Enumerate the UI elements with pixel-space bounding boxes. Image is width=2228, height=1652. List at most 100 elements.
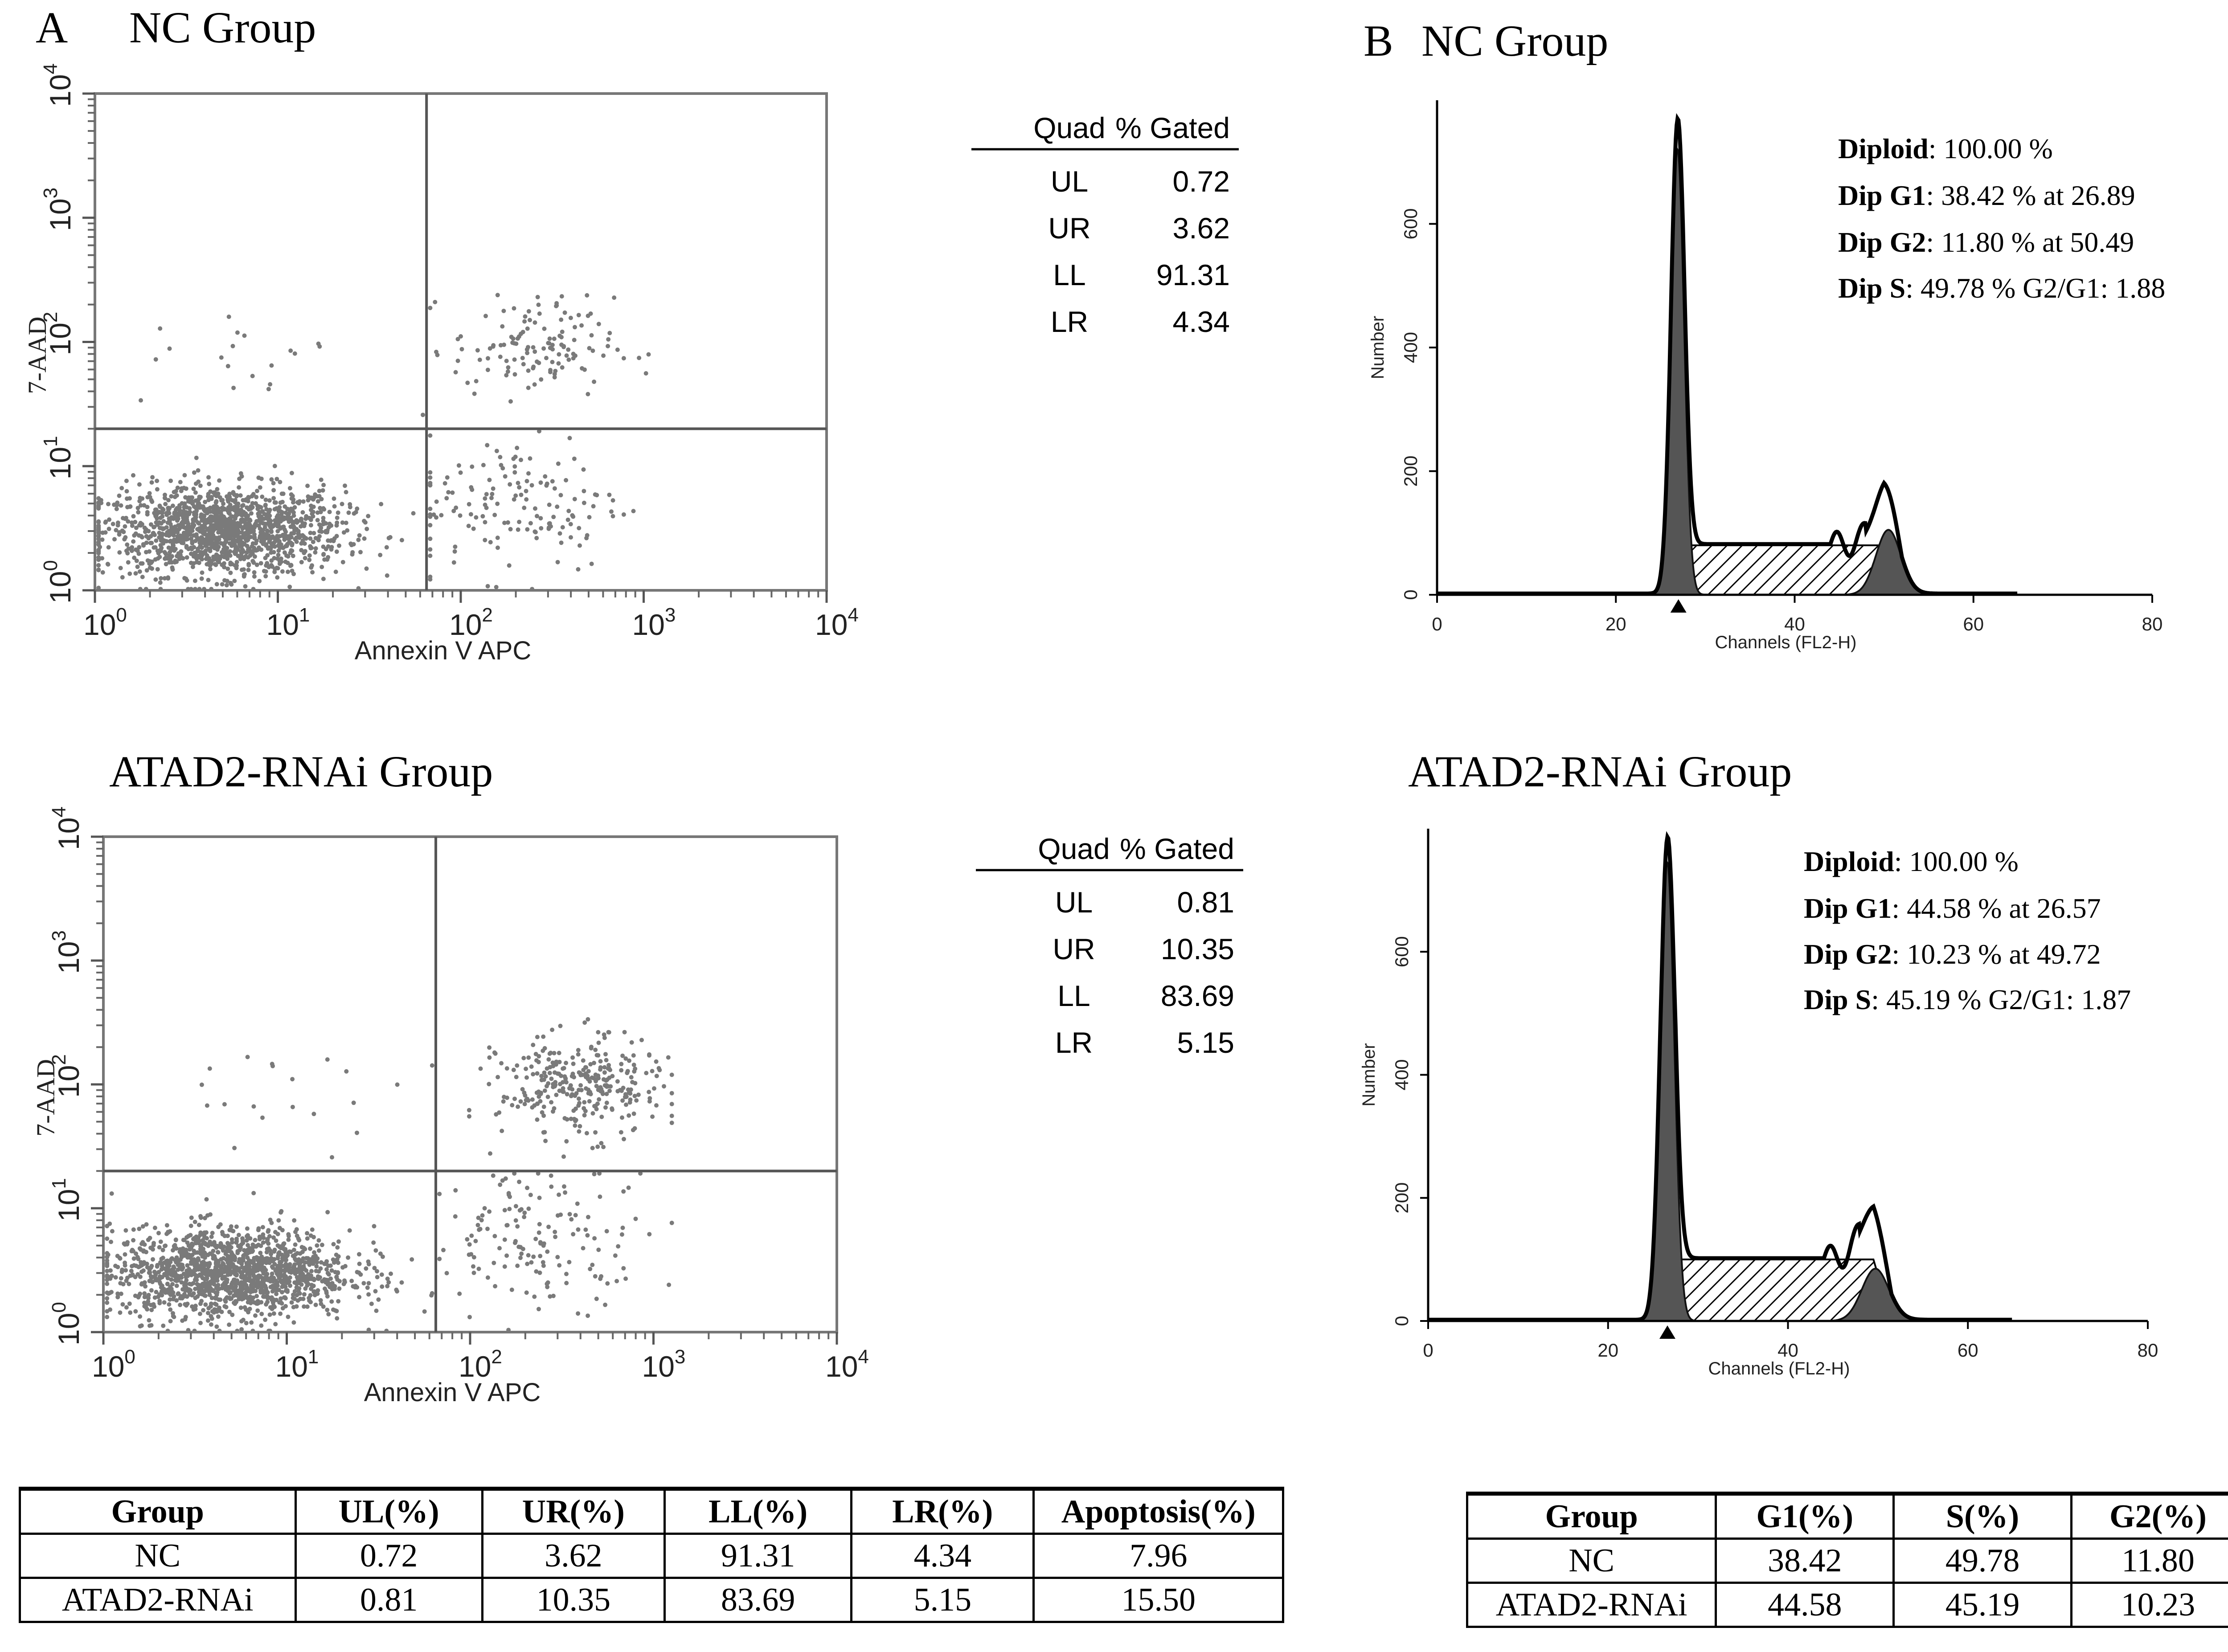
- scatter-point: [560, 329, 565, 334]
- scatter-point: [577, 1101, 582, 1105]
- g1-marker-triangle: [1670, 599, 1687, 613]
- scatter-point: [365, 527, 369, 532]
- scatter-point: [300, 510, 305, 515]
- scatter-point: [504, 1253, 509, 1258]
- scatter-point: [154, 513, 159, 518]
- scatter-point: [188, 529, 192, 534]
- scatter-point: [509, 335, 514, 339]
- scatter-point: [579, 1088, 584, 1092]
- svg-text:Dip S: 45.19 % G2/G1: 1.87: Dip S: 45.19 % G2/G1: 1.87: [1804, 984, 2131, 1015]
- scatter-point: [301, 1264, 306, 1269]
- scatter-point: [536, 1171, 541, 1176]
- scatter-point: [336, 510, 340, 515]
- scatter-point: [533, 1236, 538, 1241]
- scatter-point: [233, 1299, 238, 1304]
- scatter-point: [246, 1243, 250, 1247]
- scatter-point: [137, 545, 142, 550]
- scatter-point: [311, 497, 315, 502]
- scatter-point: [421, 413, 425, 417]
- scatter-point: [340, 502, 344, 507]
- stat-value: : 100.00 %: [1894, 846, 2019, 877]
- scatter-point: [502, 1208, 507, 1213]
- scatter-point: [308, 1300, 313, 1304]
- scatter-point: [198, 495, 203, 499]
- quad-table-header: % Gated: [1120, 832, 1234, 865]
- scatter-point: [584, 1131, 589, 1136]
- scatter-point: [487, 478, 492, 483]
- scatter-point: [358, 1272, 363, 1277]
- scatter-point: [239, 1257, 244, 1262]
- scatter-point: [465, 1237, 470, 1242]
- scatter-point: [467, 1114, 471, 1119]
- scatter-point: [231, 385, 236, 390]
- scatter-point: [205, 1103, 209, 1108]
- scatter-point: [226, 315, 231, 319]
- scatter-point: [151, 531, 156, 536]
- y-tick-label: 0: [1391, 1316, 1412, 1326]
- scatter-point: [207, 1066, 212, 1071]
- scatter-point: [188, 545, 193, 550]
- scatter-point: [235, 521, 240, 526]
- scatter-point: [477, 357, 482, 362]
- x-tick-label: 80: [2138, 1340, 2158, 1361]
- scatter-point: [283, 529, 288, 534]
- scatter-point: [169, 1277, 174, 1282]
- scatter-point: [239, 545, 244, 549]
- quad-table-value: 91.31: [1156, 258, 1230, 291]
- scatter-point: [547, 1051, 552, 1056]
- scatter-point: [227, 541, 232, 546]
- scatter-point: [292, 1280, 297, 1285]
- scatter-point: [317, 488, 322, 493]
- scatter-point: [175, 485, 180, 490]
- scatter-point: [309, 1286, 313, 1291]
- scatter-point: [629, 1075, 634, 1080]
- scatter-point: [554, 1062, 558, 1067]
- scatter-point: [545, 1284, 550, 1289]
- scatter-point: [226, 1263, 231, 1268]
- scatter-point: [248, 535, 253, 540]
- scatter-point: [623, 1056, 628, 1061]
- scatter-point: [262, 525, 267, 530]
- scatter-point: [647, 1052, 651, 1057]
- scatter-point: [517, 1179, 522, 1184]
- scatter-point: [297, 534, 302, 539]
- scatter-point: [238, 556, 243, 561]
- scatter-point: [277, 540, 282, 545]
- stat-value: : 45.19 % G2/G1: 1.87: [1871, 984, 2131, 1015]
- scatter-point: [156, 521, 160, 526]
- scatter-point: [264, 507, 269, 512]
- scatter-point: [524, 489, 528, 494]
- quad-table-header: % Gated: [1115, 111, 1230, 144]
- scatter-point: [164, 1259, 169, 1264]
- scatter-point: [221, 507, 226, 512]
- scatter-point: [337, 1286, 342, 1291]
- x-axis-label: Channels (FL2-H): [1708, 1359, 1850, 1378]
- scatter-point: [140, 575, 145, 579]
- scatter-point: [594, 1296, 599, 1301]
- scatter-point: [572, 338, 577, 343]
- x-tick-label: 104: [815, 604, 859, 641]
- table-row: ATAD2-RNAi 0.81 10.35 83.69 5.15 15.50: [19, 1577, 1284, 1623]
- scatter-point: [184, 545, 189, 550]
- scatter-point: [123, 1228, 128, 1233]
- scatter-point: [650, 1069, 655, 1074]
- scatter-point: [158, 1260, 163, 1265]
- scatter-point: [240, 1286, 245, 1291]
- scatter-point: [593, 1130, 598, 1135]
- scatter-point: [192, 578, 197, 583]
- scatter-point: [308, 523, 313, 527]
- scatter-point: [197, 536, 201, 541]
- scatter-point: [532, 320, 537, 325]
- quad-table-header: Quad: [1038, 832, 1110, 865]
- scatter-point: [171, 1297, 176, 1301]
- scatter-point: [258, 536, 262, 540]
- scatter-point: [643, 371, 648, 376]
- scatter-point: [394, 1288, 399, 1292]
- scatter-point: [553, 1235, 558, 1239]
- scatter-point: [510, 1103, 515, 1108]
- scatter-point: [621, 512, 626, 517]
- scatter-point: [137, 569, 142, 574]
- scatter-point: [564, 1060, 569, 1065]
- scatter-point: [311, 1284, 316, 1288]
- scatter-point: [483, 314, 488, 319]
